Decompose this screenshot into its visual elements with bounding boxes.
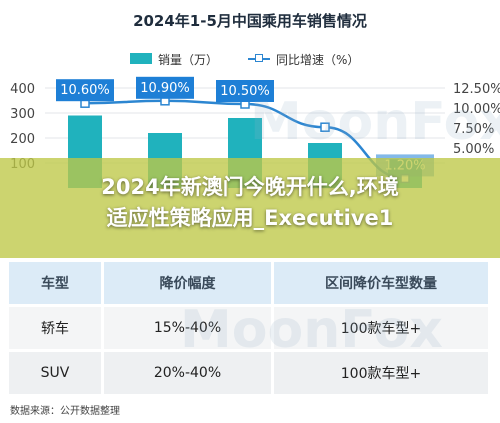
legend-bar-swatch [130,53,152,64]
line-point [320,122,330,132]
data-label-box [56,79,114,102]
watermark-bottom: MoonFox [180,300,443,360]
data-label: 10.90% [140,81,190,96]
chart-legend: 销量（万） 同比增速（%） [0,50,500,68]
y-left-tick-label: 300 [10,107,35,122]
growth-line [84,99,406,180]
source-note: 数据来源：公开数据整理 [10,406,120,417]
legend-line-label: 同比增速（%） [276,53,360,67]
table-cell: 15%-40% [102,304,274,351]
y-right-tick-label: 12.50% [453,82,500,97]
overlay-banner [0,158,500,258]
table-row: SUV 20%-40% 100款车型+ [9,349,491,394]
table-cell: SUV [9,349,104,394]
table-cell: 100款车型+ [272,304,491,351]
banner-line-1: 2024年新澳门今晚开什么,环境 [101,175,399,199]
y-right-tick-label: 7.50% [453,122,494,137]
data-label: 10.50% [220,84,270,99]
data-label-box [216,80,274,102]
table-row: 轿车 15%-40% 100款车型+ [9,304,491,351]
watermark-top: MoonFox [250,92,500,152]
y-right-tick-label: 5.00% [453,142,494,157]
table-cell: 轿车 [9,304,104,351]
table-cell: 100款车型+ [272,349,491,394]
y-left-tick-label: 400 [10,82,35,97]
table-header-cell: 降价幅度 [102,262,274,306]
chart-title: 2024年1-5月中国乘用车销售情况 [133,12,367,30]
price-cut-table: 车型 降价幅度 区间降价车型数量 轿车 15%-40% 100款车型+ SUV … [9,262,491,394]
banner-line-2: 适应性策略应用_Executive1 [106,206,394,230]
table-header-cell: 车型 [9,262,104,306]
data-label: 10.60% [60,83,110,98]
data-label-box [136,76,194,99]
y-left-tick-label: 200 [10,132,35,147]
y-right-tick-label: 10.00% [453,102,500,117]
table-header-cell: 区间降价车型数量 [272,262,491,306]
legend-bar-label: 销量（万） [158,53,219,67]
table-cell: 20%-40% [102,349,274,394]
overlay-banner-text: 2024年新澳门今晚开什么,环境 适应性策略应用_Executive1 [0,172,500,234]
legend-line-swatch [248,54,270,62]
table-header-row: 车型 降价幅度 区间降价车型数量 [9,262,491,306]
